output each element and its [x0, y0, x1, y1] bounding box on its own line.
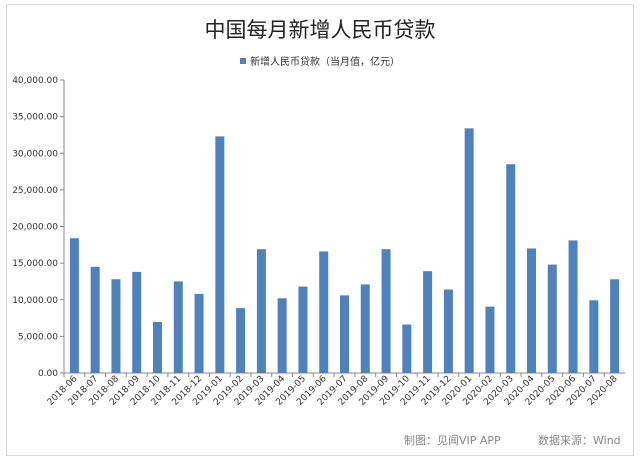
bar: [111, 279, 121, 373]
bar: [194, 293, 204, 373]
y-tick-label: 30,000.00: [12, 149, 58, 159]
bar: [236, 308, 246, 373]
bar: [568, 240, 578, 373]
bar: [423, 271, 433, 373]
bar: [381, 249, 391, 373]
y-tick-label: 10,000.00: [12, 296, 58, 306]
legend: 新增人民币贷款（当月值，亿元）: [240, 53, 400, 68]
chart-title: 中国每月新增人民币贷款: [204, 18, 436, 42]
y-tick-label: 40,000.00: [12, 76, 58, 86]
bar: [464, 128, 474, 373]
legend-label: 新增人民币贷款（当月值，亿元）: [250, 57, 400, 68]
bar: [277, 298, 287, 373]
bar: [547, 264, 557, 373]
bar: [360, 284, 370, 373]
y-tick-label: 25,000.00: [12, 186, 58, 196]
bar: [506, 164, 516, 373]
bar: [340, 295, 349, 373]
y-tick-label: 20,000.00: [12, 223, 58, 233]
bar: [215, 136, 225, 373]
bar: [298, 286, 308, 373]
bar: [589, 300, 599, 373]
bar: [402, 324, 412, 373]
y-tick-label: 0.00: [38, 369, 58, 379]
bar: [319, 251, 329, 373]
y-tick-label: 5,000.00: [18, 332, 58, 342]
bar: [610, 279, 620, 373]
bar: [173, 281, 183, 373]
chart-frame: [6, 4, 634, 456]
y-tick-label: 35,000.00: [12, 113, 58, 123]
y-tick-label: 15,000.00: [12, 259, 58, 269]
bar: [90, 266, 100, 373]
bar: [443, 289, 453, 373]
legend-swatch: [240, 57, 246, 64]
bar: [485, 306, 495, 373]
bar: [153, 321, 162, 373]
bar: [527, 248, 536, 373]
bar: [69, 238, 79, 373]
credit-text: 制图：见闻VIP APP: [404, 434, 501, 447]
bar: [256, 249, 266, 373]
source-text: 数据来源：Wind: [538, 434, 621, 447]
bar: [132, 271, 142, 373]
